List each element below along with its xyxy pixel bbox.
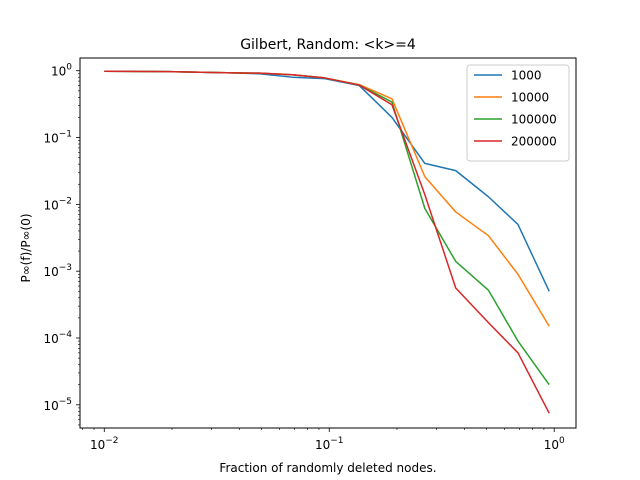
series-layer xyxy=(104,70,550,414)
tick-layer: 10−2 10−1 100 100 10−1 10−2 10−3 10−4 10−5 xyxy=(43,63,565,452)
y-axis-label: P∞(f)/P∞(0) xyxy=(19,213,33,282)
x-tick-label: 10−2 xyxy=(90,436,119,452)
axes-frame xyxy=(79,57,577,429)
y-tick-label: 10−5 xyxy=(43,397,72,413)
y-tick-label: 10−4 xyxy=(43,330,72,346)
legend-box xyxy=(466,64,570,162)
y-tick-label: 100 xyxy=(51,63,72,79)
y-tick-label: 10−3 xyxy=(43,263,72,279)
legend-label-10000: 10000 xyxy=(511,91,549,105)
chart-title: Gilbert, Random: <k>=4 xyxy=(240,37,416,53)
x-axis-label: Fraction of randomly deleted nodes. xyxy=(219,461,436,475)
y-tick-label: 10−2 xyxy=(43,196,72,212)
plot-area: 10−2 10−1 100 100 10−1 10−2 10−3 10−4 10−5 xyxy=(43,57,577,452)
legend: 1000 10000 100000 200000 xyxy=(466,64,570,162)
series-line-200000 xyxy=(104,70,550,414)
legend-label-100000: 100000 xyxy=(511,113,557,127)
x-tick-label: 100 xyxy=(544,436,565,452)
legend-label-1000: 1000 xyxy=(511,69,542,83)
y-tick-label: 10−1 xyxy=(43,130,72,146)
legend-label-200000: 200000 xyxy=(511,135,557,149)
x-tick-label: 10−1 xyxy=(315,436,344,452)
